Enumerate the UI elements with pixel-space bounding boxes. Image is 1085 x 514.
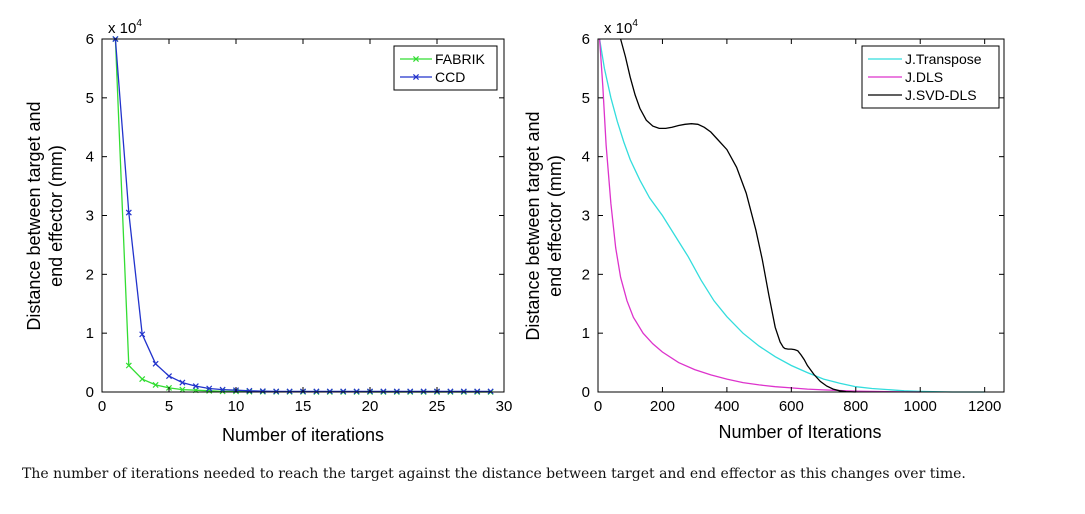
data-point xyxy=(219,386,226,393)
data-point xyxy=(179,379,186,386)
y-tick-label: 5 xyxy=(86,90,94,107)
x-tick-label: 1200 xyxy=(968,398,1001,415)
x-tick-label: 600 xyxy=(779,398,804,415)
legend-box xyxy=(393,45,498,91)
y-axis-label: Distance between target and end effector… xyxy=(24,101,66,330)
y-tick-label: 3 xyxy=(86,208,94,225)
x-tick-label: 30 xyxy=(496,398,513,415)
data-point xyxy=(447,388,454,395)
x-tick-label: 400 xyxy=(714,398,739,415)
y-tick-label: 4 xyxy=(86,149,94,166)
x-tick-label: 800 xyxy=(843,398,868,415)
data-point xyxy=(152,381,159,388)
x-tick-label: 0 xyxy=(98,398,106,415)
x-tick-label: 200 xyxy=(650,398,675,415)
data-point xyxy=(286,388,293,395)
data-point xyxy=(326,388,333,395)
data-point xyxy=(259,388,266,395)
y-tick-label: 6 xyxy=(582,31,590,48)
data-point xyxy=(487,388,494,395)
x-axis-label: Number of iterations xyxy=(222,425,384,445)
y-tick-label: 0 xyxy=(582,384,590,401)
data-point xyxy=(206,385,213,392)
series-j-dls xyxy=(598,38,921,393)
legend-marker xyxy=(412,73,420,81)
data-point xyxy=(125,362,132,369)
x-tick-label: 20 xyxy=(362,398,379,415)
data-point xyxy=(407,388,414,395)
data-point xyxy=(353,388,360,395)
legend-marker xyxy=(412,55,420,63)
data-point xyxy=(460,388,467,395)
y-exponent-label: x 104 xyxy=(108,18,142,37)
legend-label: FABRIK xyxy=(435,51,485,67)
data-point xyxy=(380,388,387,395)
series-line-j-transpose xyxy=(598,38,985,393)
data-point xyxy=(313,388,320,395)
data-point xyxy=(273,388,280,395)
data-point xyxy=(192,383,199,390)
data-point xyxy=(179,386,186,393)
data-point xyxy=(139,331,146,338)
y-tick-label: 2 xyxy=(86,266,94,283)
y-axis-label-line2: end effector (mm) xyxy=(46,145,66,287)
series-line-fabrik xyxy=(114,38,491,393)
legend-label: J.SVD-DLS xyxy=(905,87,977,103)
data-point xyxy=(152,360,159,367)
legend: J.Transpose J.DLS J.SVD-DLS xyxy=(861,45,1000,109)
y-tick-label: 1 xyxy=(582,325,590,342)
figure-caption: The number of iterations needed to reach… xyxy=(22,466,966,482)
y-axis-label-line1: Distance between target and xyxy=(523,111,543,340)
x-tick-label: 5 xyxy=(165,398,173,415)
series-line-ccd xyxy=(114,38,491,393)
y-tick-label: 6 xyxy=(86,31,94,48)
y-tick-label: 5 xyxy=(582,90,590,107)
y-axis-label: Distance between target and end effector… xyxy=(523,111,565,340)
y-tick-label: 3 xyxy=(582,208,590,225)
series-j-svd-dls xyxy=(619,38,856,393)
series-line-j-dls xyxy=(598,38,921,393)
data-point xyxy=(420,388,427,395)
x-tick-label: 1000 xyxy=(904,398,937,415)
y-tick-label: 2 xyxy=(582,266,590,283)
chart-jacobian-methods: 0 200 400 600 800 1000 1200 0 1 2 3 4 5 6 x 104 Numbe… xyxy=(523,18,1005,442)
y-tick-label: 1 xyxy=(86,325,94,342)
data-point xyxy=(125,209,132,216)
series-line-j-svd-dls xyxy=(619,38,856,393)
y-tick-label: 4 xyxy=(582,149,590,166)
data-point xyxy=(246,387,253,394)
x-axis-label: Number of Iterations xyxy=(718,422,881,442)
data-point xyxy=(474,388,481,395)
legend-label: CCD xyxy=(435,69,465,85)
y-axis-label-line2: end effector (mm) xyxy=(545,155,565,297)
data-point xyxy=(340,388,347,395)
x-tick-label: 10 xyxy=(228,398,245,415)
x-tick-label: 0 xyxy=(594,398,602,415)
chart-fabrik-ccd: 0 5 10 15 20 25 30 0 1 2 3 4 5 6 x 104 Number of iter… xyxy=(24,18,512,445)
y-exponent-label: x 104 xyxy=(604,18,638,37)
y-axis-label-line1: Distance between target and xyxy=(24,101,44,330)
series-j-transpose xyxy=(598,38,985,393)
x-tick-label: 25 xyxy=(429,398,446,415)
data-point xyxy=(165,373,173,380)
legend-label: J.DLS xyxy=(905,69,943,85)
plot-frame xyxy=(101,38,505,393)
x-tick-label: 15 xyxy=(295,398,312,415)
legend-label: J.Transpose xyxy=(905,51,982,67)
y-tick-label: 0 xyxy=(86,384,94,401)
data-point xyxy=(393,388,400,395)
data-point xyxy=(139,376,146,383)
legend: FABRIK CCD xyxy=(393,45,498,91)
